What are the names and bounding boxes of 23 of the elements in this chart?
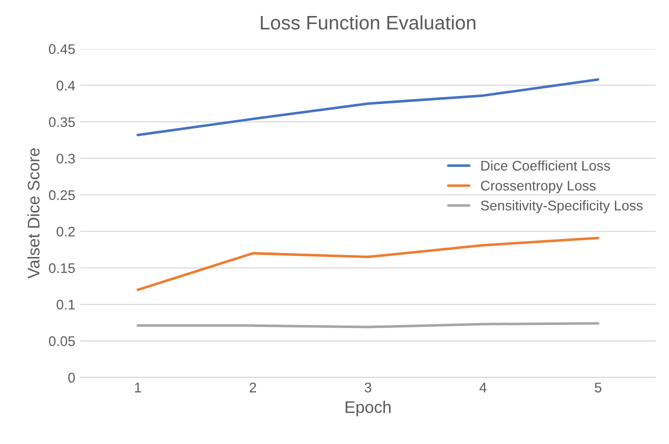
line-series xyxy=(136,236,600,292)
y-tick-label: 0.45 xyxy=(48,44,75,54)
x-tick-label: 3 xyxy=(364,382,372,392)
line-series xyxy=(136,78,600,136)
y-tick-label: 0.05 xyxy=(48,336,75,346)
y-tick-label: 0.2 xyxy=(56,226,75,237)
y-tick-label: 0.15 xyxy=(48,263,75,274)
y-tick-label: 0.4 xyxy=(56,80,76,91)
x-tick-label: 2 xyxy=(250,382,256,392)
y-tick-label: 0.1 xyxy=(56,300,75,310)
y-tick-label: 0.3 xyxy=(56,154,75,164)
legend-label: Crossentropy Loss xyxy=(480,180,596,194)
y-tick-label: 0.35 xyxy=(48,117,75,128)
chart-title: Loss Function Evaluation xyxy=(260,15,476,30)
y-tick-label: 0.25 xyxy=(48,190,75,200)
x-tick-label: 5 xyxy=(594,382,602,392)
x-axis-title: Epoch xyxy=(346,400,390,416)
legend-label: Sensitivity-Specificity Loss xyxy=(480,200,643,214)
x-tick-label: 4 xyxy=(479,382,486,392)
x-tick-label: 1 xyxy=(135,382,141,392)
legend-label: Dice Coefficient Loss xyxy=(481,160,610,171)
y-tick-label: 0 xyxy=(68,372,75,383)
y-axis-title: Valset Dice Score xyxy=(27,148,40,279)
